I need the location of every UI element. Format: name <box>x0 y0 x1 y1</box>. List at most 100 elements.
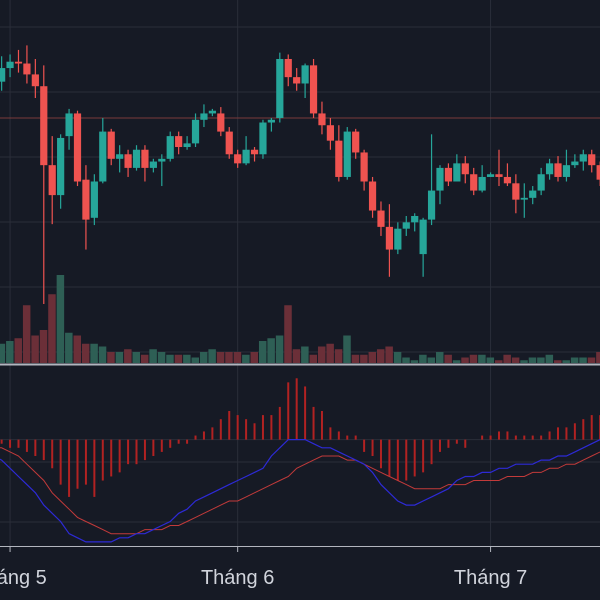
candle-body <box>368 181 377 211</box>
volume-bar <box>6 341 14 363</box>
candle-body <box>512 183 520 200</box>
volume-bar <box>124 349 132 363</box>
volume-bar <box>225 352 233 363</box>
volume-bar <box>0 343 6 363</box>
candle-body <box>242 149 250 164</box>
volume-bar <box>107 352 115 363</box>
volume-bar <box>368 352 377 363</box>
volume-bars <box>0 275 600 363</box>
candle-body <box>65 113 73 137</box>
volume-bar <box>452 360 461 363</box>
candle-body <box>217 113 225 132</box>
volume-bar <box>90 343 98 363</box>
volume-bar <box>191 357 200 363</box>
volume-bar <box>478 354 486 363</box>
candle-body <box>545 163 554 175</box>
volume-bar <box>157 352 166 363</box>
candle-body <box>276 58 284 118</box>
candle-body <box>107 131 115 159</box>
candle-body <box>461 163 469 175</box>
volume-bar <box>334 349 343 363</box>
volume-bar <box>554 360 562 363</box>
volume-bar <box>208 349 216 363</box>
candle-body <box>124 154 132 168</box>
volume-bar <box>73 335 81 363</box>
candle-body <box>579 154 587 162</box>
candle-body <box>495 174 503 177</box>
candle-body <box>470 174 478 191</box>
candle-body <box>175 136 183 148</box>
candle-body <box>191 119 200 144</box>
time-label: Tháng 6 <box>201 567 274 589</box>
candle-body <box>478 176 486 191</box>
macd-pane <box>0 378 600 543</box>
candle-body <box>225 131 233 155</box>
volume-bar <box>545 354 554 363</box>
macd-histogram <box>0 378 600 497</box>
candle-body <box>402 222 410 229</box>
candle-body <box>99 131 107 182</box>
candle-body <box>200 113 208 120</box>
candle-body <box>132 149 141 168</box>
volume-bar <box>250 352 259 363</box>
candle-body <box>259 122 267 155</box>
candle-body <box>385 226 394 250</box>
candle-body <box>377 210 385 227</box>
volume-bar <box>14 338 22 363</box>
candle-body <box>343 131 351 177</box>
candle-body <box>166 136 174 159</box>
volume-bar <box>216 352 225 363</box>
candle-body <box>419 219 427 255</box>
candle-body <box>31 74 39 87</box>
volume-bar <box>233 352 242 363</box>
candle-body <box>529 190 537 198</box>
candle-body <box>411 215 419 223</box>
volume-bar <box>537 357 545 363</box>
volume-bar <box>419 354 427 363</box>
candle-body <box>326 125 334 141</box>
candle-body <box>318 113 326 126</box>
candle-body <box>453 163 461 182</box>
candle-body <box>141 149 149 168</box>
volume-bar <box>149 349 157 363</box>
volume-bar <box>461 357 469 363</box>
candle-body <box>40 86 48 166</box>
volume-bar <box>132 352 141 363</box>
volume-bar <box>81 343 90 363</box>
volume-bar <box>435 352 444 363</box>
candle-body <box>301 65 309 84</box>
candle-body <box>503 176 512 184</box>
volume-bar <box>284 305 292 363</box>
candle-body <box>116 154 124 159</box>
volume-bar <box>199 352 208 363</box>
time-label: Tháng 7 <box>454 567 527 589</box>
candle-body <box>250 149 259 155</box>
volume-bar <box>351 354 360 363</box>
candle-body <box>427 190 436 220</box>
volume-bar <box>495 360 503 363</box>
volume-bar <box>469 354 478 363</box>
candle-body <box>335 140 343 177</box>
candle-body <box>554 163 562 177</box>
candle-body <box>14 61 23 64</box>
candle-body <box>309 65 318 114</box>
candle-body <box>537 174 545 191</box>
candle-body <box>562 165 571 177</box>
volume-bar <box>596 352 600 363</box>
volume-bar <box>444 354 452 363</box>
volume-bar <box>385 346 393 363</box>
candle-body <box>352 131 360 153</box>
candle-body <box>486 174 495 177</box>
volume-bar <box>166 354 174 363</box>
candle-body <box>208 110 216 114</box>
volume-bar <box>115 352 124 363</box>
volume-bar <box>140 354 149 363</box>
volume-bar <box>562 360 570 363</box>
volume-bar <box>39 330 48 363</box>
volume-bar <box>309 354 318 363</box>
candle-body <box>284 58 292 78</box>
volume-bar <box>292 349 301 363</box>
volume-bar <box>65 332 73 363</box>
volume-bar <box>56 275 65 363</box>
time-axis[interactable]: Tháng 5 Tháng 6 Tháng 7 <box>0 546 527 589</box>
